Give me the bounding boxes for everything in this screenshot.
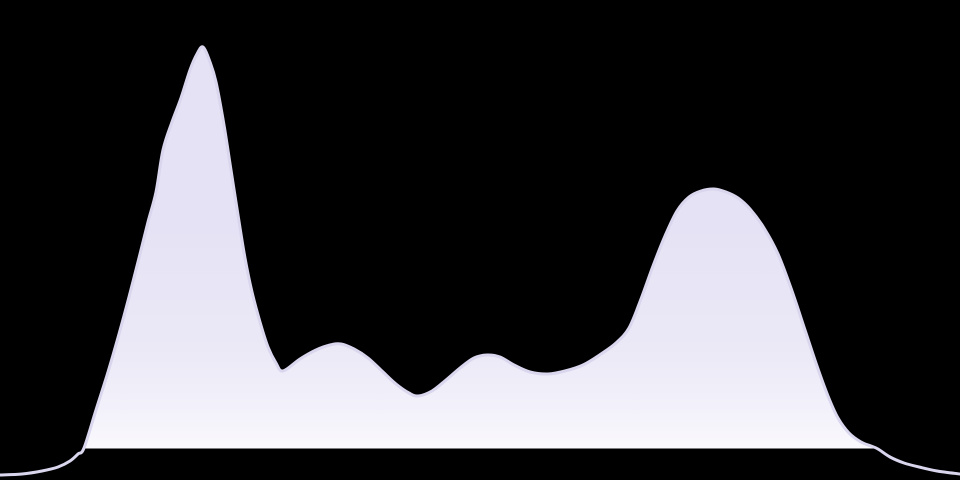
density-curve-line <box>0 45 960 477</box>
area-fill <box>83 46 878 449</box>
